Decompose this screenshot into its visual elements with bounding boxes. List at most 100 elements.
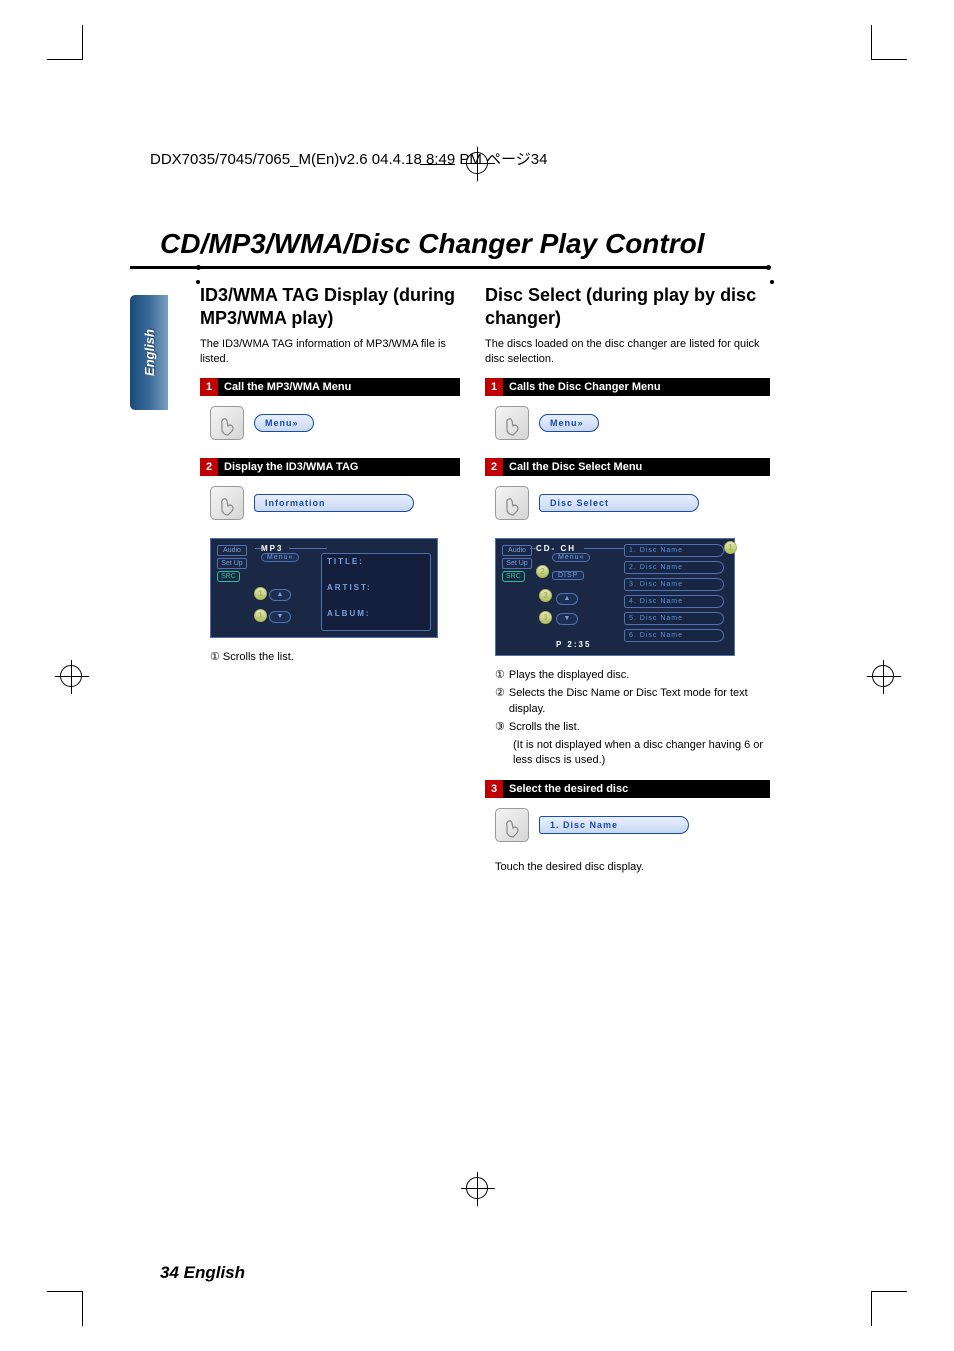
- touch-instruction: Information: [210, 486, 460, 520]
- touch-hand-icon: [495, 486, 529, 520]
- screen-line: [289, 548, 327, 549]
- note-num: ①: [495, 668, 505, 684]
- step-header: 1 Call the MP3/WMA Menu: [200, 378, 460, 396]
- right-column: Disc Select (during play by disc changer…: [485, 280, 770, 886]
- setup-button[interactable]: Set Up: [217, 558, 247, 569]
- crop-mark: [872, 1291, 907, 1292]
- step-label: Select the desired disc: [503, 780, 770, 798]
- language-tab: English: [130, 295, 168, 410]
- step-header: 2 Display the ID3/WMA TAG: [200, 458, 460, 476]
- section-title-id3: ID3/WMA TAG Display (during MP3/WMA play…: [200, 284, 460, 329]
- touch-hand-icon: [210, 406, 244, 440]
- registration-mark: [60, 665, 82, 687]
- crop-mark: [872, 59, 907, 60]
- section-title-disc-select: Disc Select (during play by disc changer…: [485, 284, 770, 329]
- crop-mark: [871, 1291, 872, 1326]
- note-text: Selects the Disc Name or Disc Text mode …: [509, 686, 770, 718]
- column-dot: [770, 280, 774, 284]
- touch-instruction: Disc Select: [495, 486, 770, 520]
- screen-mode-label: MP3: [261, 544, 283, 553]
- document-header-info: DDX7035/7045/7065_M(En)v2.6 04.4.18 8:49…: [150, 148, 547, 169]
- audio-button[interactable]: Audio: [502, 545, 532, 556]
- touch-hand-icon: [495, 406, 529, 440]
- step-label: Call the Disc Select Menu: [503, 458, 770, 476]
- crop-mark: [871, 25, 872, 60]
- callout-1: 1: [254, 587, 267, 600]
- step-number: 2: [485, 458, 503, 476]
- column-dot: [196, 280, 200, 284]
- note-num: ③: [495, 720, 505, 736]
- title-label: TITLE:: [327, 557, 364, 566]
- artist-label: ARTIST:: [327, 583, 372, 592]
- note-sub-text: (It is not displayed when a disc changer…: [513, 738, 770, 769]
- information-button[interactable]: Information: [254, 494, 414, 512]
- step-number: 2: [200, 458, 218, 476]
- disc-item[interactable]: 2. Disc Name: [624, 561, 724, 574]
- menu-button[interactable]: Menu»: [539, 414, 599, 432]
- step-number: 3: [485, 780, 503, 798]
- screen-mode-label: CD- CH: [536, 544, 576, 553]
- left-column: ID3/WMA TAG Display (during MP3/WMA play…: [200, 280, 460, 666]
- menu-pill[interactable]: Menu«: [552, 553, 590, 562]
- disp-button[interactable]: DISP: [552, 571, 584, 580]
- touch-hand-icon: [495, 808, 529, 842]
- registration-mark: [466, 1177, 488, 1199]
- step-header: 1 Calls the Disc Changer Menu: [485, 378, 770, 396]
- step-label: Call the MP3/WMA Menu: [218, 378, 460, 396]
- mp3-screen: MP3 Audio Set Up SRC Menu« ▲ ▼ 1 1 TITLE…: [210, 538, 438, 638]
- step-header: 3 Select the desired disc: [485, 780, 770, 798]
- crop-mark: [82, 1291, 83, 1326]
- scroll-down-button[interactable]: ▼: [556, 613, 578, 625]
- touch-instruction: Menu»: [495, 406, 770, 440]
- callout-1: 1: [724, 541, 737, 554]
- callout-3: 3: [539, 589, 552, 602]
- disc-item[interactable]: 3. Disc Name: [624, 578, 724, 591]
- src-button[interactable]: SRC: [502, 571, 525, 582]
- title-rule: [130, 266, 770, 269]
- callout-2: 2: [536, 565, 549, 578]
- crop-mark: [47, 59, 82, 60]
- play-time: P 2:35: [556, 640, 591, 649]
- notes-list: ①Plays the displayed disc. ②Selects the …: [495, 668, 770, 769]
- step-label: Calls the Disc Changer Menu: [503, 378, 770, 396]
- disc-item[interactable]: 1. Disc Name: [624, 544, 724, 557]
- callout-1: 1: [254, 609, 267, 622]
- header-underline: [420, 164, 455, 165]
- audio-button[interactable]: Audio: [217, 545, 247, 556]
- album-label: ALBUM:: [327, 609, 371, 618]
- title-dot: [766, 265, 771, 270]
- step-number: 1: [200, 378, 218, 396]
- disc-select-button[interactable]: Disc Select: [539, 494, 699, 512]
- scroll-up-button[interactable]: ▲: [269, 589, 291, 601]
- menu-pill[interactable]: Menu«: [261, 553, 299, 562]
- setup-button[interactable]: Set Up: [502, 558, 532, 569]
- src-button[interactable]: SRC: [217, 571, 240, 582]
- scroll-up-button[interactable]: ▲: [556, 593, 578, 605]
- screen-line: [584, 548, 624, 549]
- crop-mark: [47, 1291, 82, 1292]
- crop-mark: [82, 25, 83, 60]
- disc-item[interactable]: 6. Disc Name: [624, 629, 724, 642]
- section-description: The ID3/WMA TAG information of MP3/WMA f…: [200, 337, 460, 368]
- screen-line: [530, 548, 536, 549]
- screen-line: [255, 548, 261, 549]
- note-text: Scrolls the list.: [509, 720, 580, 736]
- disc-item[interactable]: 4. Disc Name: [624, 595, 724, 608]
- disc-item[interactable]: 5. Disc Name: [624, 612, 724, 625]
- note-num: ②: [495, 686, 505, 718]
- note-text: Plays the displayed disc.: [509, 668, 629, 684]
- disc-changer-screen: CD- CH Audio Set Up SRC Menu« DISP ▲ ▼ 2…: [495, 538, 735, 656]
- touch-instruction: 1. Disc Name: [495, 808, 770, 842]
- step-number: 1: [485, 378, 503, 396]
- title-dot: [196, 265, 201, 270]
- scroll-down-button[interactable]: ▼: [269, 611, 291, 623]
- step-header: 2 Call the Disc Select Menu: [485, 458, 770, 476]
- disc-name-button[interactable]: 1. Disc Name: [539, 816, 689, 834]
- page-title: CD/MP3/WMA/Disc Changer Play Control: [160, 228, 705, 260]
- menu-button[interactable]: Menu»: [254, 414, 314, 432]
- step3-note: Touch the desired disc display.: [495, 860, 770, 875]
- touch-hand-icon: [210, 486, 244, 520]
- note-text: ① Scrolls the list.: [210, 650, 460, 666]
- page-number: 34 English: [160, 1263, 245, 1283]
- step-label: Display the ID3/WMA TAG: [218, 458, 460, 476]
